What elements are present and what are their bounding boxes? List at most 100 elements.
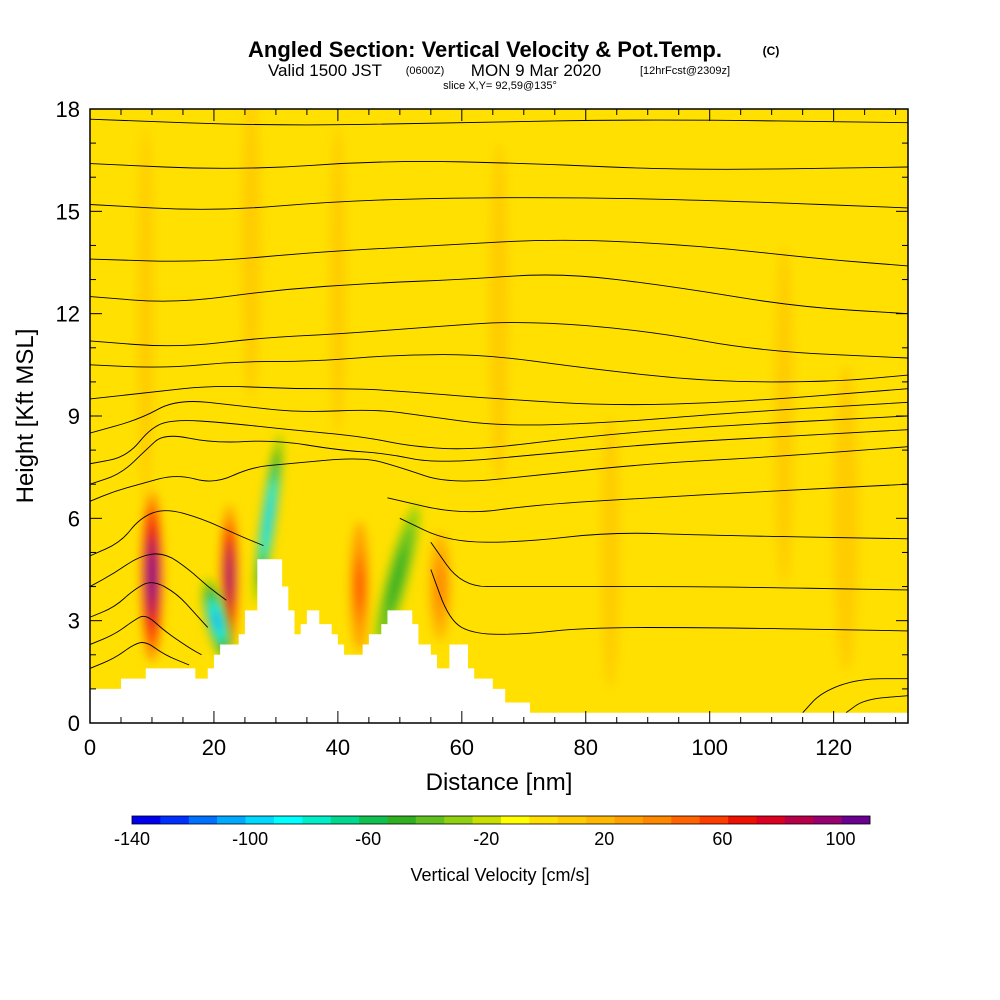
colorbar-swatch xyxy=(671,816,700,824)
colorbar-swatch xyxy=(359,816,388,824)
theta-contour xyxy=(90,160,908,170)
valid-time: Valid 1500 JST xyxy=(268,61,382,80)
x-tick-label: 20 xyxy=(202,735,226,760)
colorbar-swatch xyxy=(813,816,842,824)
theta-contour xyxy=(90,510,264,557)
velocity-cell xyxy=(350,521,369,652)
colorbar-tick-label: 20 xyxy=(594,829,614,849)
velocity-cell xyxy=(374,505,420,654)
y-tick-label: 3 xyxy=(68,609,80,634)
colorbar-swatch xyxy=(501,816,530,824)
theta-contour xyxy=(90,615,202,656)
theta-contour xyxy=(90,354,908,383)
valid-date: MON 9 Mar 2020 xyxy=(471,61,601,80)
colorbar-tick-label: -60 xyxy=(355,829,381,849)
velocity-cell-layer xyxy=(387,547,407,612)
velocity-cell xyxy=(601,416,620,689)
velocity-cell-layer xyxy=(435,563,445,610)
chart-title: Angled Section: Vertical Velocity & Pot.… xyxy=(248,37,722,62)
colorbar-swatch xyxy=(387,816,417,824)
colorbar-swatch xyxy=(557,816,587,824)
slice-info: slice X,Y= 92,59@135° xyxy=(443,80,557,92)
velocity-cell xyxy=(138,126,154,502)
colorbar-label: Vertical Velocity [cm/s] xyxy=(410,865,589,885)
velocity-cell-layer xyxy=(149,553,155,600)
y-tick-label: 12 xyxy=(56,302,80,327)
velocity-cell-layer xyxy=(213,609,222,632)
valid-zulu: (0600Z) xyxy=(406,65,445,77)
colorbar-swatch xyxy=(302,816,331,824)
theta-contour xyxy=(90,118,908,126)
colorbar-swatch xyxy=(586,816,615,824)
title-suffix: (C) xyxy=(763,44,780,58)
velocity-cell-layer xyxy=(489,143,509,485)
colorbar-swatch xyxy=(529,816,559,824)
header: Angled Section: Vertical Velocity & Pot.… xyxy=(248,37,779,92)
theta-contour xyxy=(90,274,908,315)
velocity-cell-layer xyxy=(264,495,273,542)
x-tick-label: 100 xyxy=(691,735,728,760)
y-axis-label: Height [Kft MSL] xyxy=(12,329,39,504)
theta-contour xyxy=(90,197,908,210)
theta-contour xyxy=(90,553,227,601)
colorbar-swatch xyxy=(245,816,275,824)
theta-contour xyxy=(845,695,908,714)
colorbar-swatch xyxy=(784,816,814,824)
colorbar-swatch xyxy=(699,816,729,824)
x-axis-label: Distance [nm] xyxy=(426,769,573,796)
theta-contour xyxy=(90,385,908,406)
theta-contours xyxy=(90,118,908,714)
velocity-cell-layer xyxy=(138,126,154,502)
colorbar-swatch xyxy=(132,816,161,824)
theta-contour xyxy=(90,582,209,628)
theta-contour xyxy=(90,415,908,465)
colorbar-swatch xyxy=(415,816,445,824)
y-tick-label: 18 xyxy=(56,97,80,122)
theta-contour xyxy=(430,569,908,635)
colorbar-tick-label: 60 xyxy=(712,829,732,849)
velocity-cell xyxy=(429,531,451,642)
colorbar-tick-label: -20 xyxy=(473,829,499,849)
theta-contour xyxy=(802,678,908,714)
theta-contour xyxy=(90,239,908,267)
x-tick-label: 0 xyxy=(84,735,96,760)
velocity-cell xyxy=(489,143,509,485)
colorbar-tick-label: -100 xyxy=(232,829,268,849)
x-tick-label: 80 xyxy=(574,735,598,760)
colorbar-swatch xyxy=(188,816,218,824)
velocity-cell-layer xyxy=(601,416,620,689)
colorbar-swatch xyxy=(614,816,644,824)
velocity-cell xyxy=(241,109,261,399)
velocity-cell-layer xyxy=(226,556,232,596)
y-tick-label: 0 xyxy=(68,711,80,736)
theta-contour xyxy=(399,517,908,543)
colorbar-swatch xyxy=(756,816,786,824)
colorbar-swatch xyxy=(444,816,473,824)
colorbar-swatch xyxy=(217,816,246,824)
velocity-cell-layer xyxy=(833,364,859,672)
x-tick-label: 120 xyxy=(815,735,852,760)
velocity-cell xyxy=(774,245,794,587)
theta-contour xyxy=(90,446,908,502)
velocity-cell-layer xyxy=(330,126,346,434)
y-tick-label: 15 xyxy=(56,199,80,224)
colorbar-swatch xyxy=(728,816,757,824)
theta-contour xyxy=(90,642,190,669)
theta-contour xyxy=(430,541,908,591)
x-tick-label: 60 xyxy=(450,735,474,760)
velocity-cell xyxy=(833,364,859,672)
velocity-cell xyxy=(202,579,232,663)
colorbar-tick-label: 100 xyxy=(825,829,855,849)
y-tick-label: 9 xyxy=(68,404,80,429)
colorbar-swatch xyxy=(841,816,871,824)
colorbar-frame xyxy=(131,815,871,825)
colorbar-swatch xyxy=(472,816,502,824)
forecast-info: [12hrFcst@2309z] xyxy=(640,65,730,77)
y-tick-label: 6 xyxy=(68,506,80,531)
velocity-cell-layer xyxy=(241,109,261,399)
velocity-cell xyxy=(141,491,163,662)
terrain xyxy=(90,559,908,723)
colorbar-tick-label: -140 xyxy=(114,829,150,849)
theta-contour xyxy=(387,483,908,513)
